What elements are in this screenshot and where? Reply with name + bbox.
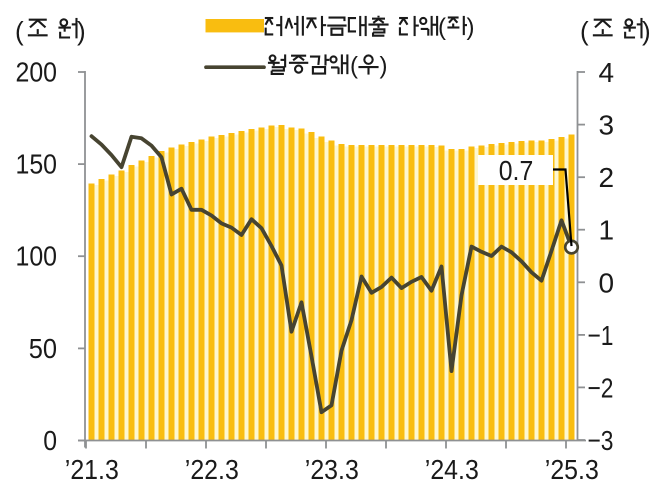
svg-text:150: 150 [16,149,58,180]
svg-text:100: 100 [16,241,58,272]
svg-text:’25.3: ’25.3 [545,454,599,485]
svg-text:): ) [467,14,475,41]
svg-text:0.7: 0.7 [499,155,534,186]
svg-text:’22.3: ’22.3 [185,454,239,485]
svg-text:(: ( [580,16,589,46]
svg-text:−3: −3 [588,425,614,456]
svg-text:1: 1 [599,215,615,246]
svg-text:−2: −2 [588,372,614,403]
svg-text:(: ( [350,53,358,80]
svg-text:): ) [77,16,86,46]
svg-text:200: 200 [16,56,58,87]
svg-text:(: ( [438,14,446,41]
svg-text:’21.3: ’21.3 [65,454,119,485]
svg-text:4: 4 [599,57,615,88]
svg-text:’23.3: ’23.3 [305,454,359,485]
svg-text:−1: −1 [588,320,614,351]
svg-text:0: 0 [599,267,615,298]
svg-text:50: 50 [29,333,57,364]
svg-text:’24.3: ’24.3 [425,454,479,485]
svg-text:): ) [642,16,651,46]
svg-text:0: 0 [43,425,57,456]
svg-text:): ) [380,53,388,80]
svg-text:2: 2 [599,162,615,193]
svg-text:(: ( [15,16,24,46]
svg-text:3: 3 [599,110,615,141]
